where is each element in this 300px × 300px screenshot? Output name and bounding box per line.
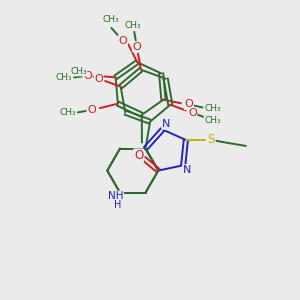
Text: CH₃: CH₃ (59, 108, 76, 117)
Text: O: O (133, 42, 141, 52)
Text: O: O (118, 36, 127, 46)
Text: S: S (208, 134, 215, 146)
Text: CH₃: CH₃ (205, 104, 221, 113)
Text: CH₃: CH₃ (125, 21, 141, 30)
Text: H: H (114, 200, 121, 210)
Text: CH₃: CH₃ (103, 15, 119, 24)
Text: CH₃: CH₃ (70, 67, 87, 76)
Text: O: O (188, 108, 197, 118)
Text: O: O (94, 74, 103, 84)
Text: N: N (162, 119, 170, 129)
Text: O: O (87, 105, 96, 115)
Text: O: O (184, 100, 193, 110)
Text: CH₃: CH₃ (204, 116, 221, 124)
Text: O: O (134, 149, 143, 162)
Text: NH: NH (108, 191, 123, 201)
Text: N: N (183, 165, 191, 175)
Text: CH₃: CH₃ (56, 73, 72, 82)
Text: O: O (83, 71, 92, 81)
